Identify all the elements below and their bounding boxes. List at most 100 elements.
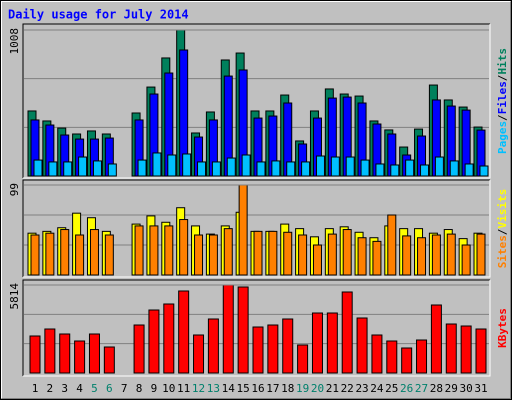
bar <box>134 225 144 276</box>
bar <box>88 333 100 374</box>
legend-entry: Sites <box>496 235 509 268</box>
bar <box>163 303 175 374</box>
x-tick-label: 17 <box>266 382 279 395</box>
plot-bevel <box>23 24 491 179</box>
legend-entry: Hits <box>496 48 509 75</box>
bar <box>89 229 99 276</box>
bar <box>59 333 71 374</box>
legend-entry: Pages <box>496 121 509 154</box>
x-tick-label: 26 <box>400 382 413 395</box>
bar <box>45 232 55 276</box>
bar <box>268 230 278 276</box>
x-tick-label: 30 <box>460 382 473 395</box>
y-tick-label: 99 <box>8 183 21 196</box>
x-tick-label: 7 <box>121 382 128 395</box>
y-tick-label: 1008 <box>8 28 21 55</box>
bar <box>434 156 444 177</box>
legend-separator: / <box>496 75 509 82</box>
plot-bevel <box>22 23 490 178</box>
bar <box>341 291 353 374</box>
x-tick-label: 10 <box>162 382 175 395</box>
x-tick-label: 28 <box>430 382 443 395</box>
bar <box>193 334 205 374</box>
bar <box>152 152 162 177</box>
x-tick-label: 25 <box>385 382 398 395</box>
x-tick-label: 23 <box>355 382 368 395</box>
x-tick-label: 11 <box>177 382 190 395</box>
bar <box>226 157 236 177</box>
bar <box>30 234 40 276</box>
bar <box>179 219 189 276</box>
bar <box>387 214 397 276</box>
bar <box>256 161 266 177</box>
bar <box>222 284 234 374</box>
bar <box>208 234 218 276</box>
bar <box>420 164 430 177</box>
x-tick-label: 12 <box>192 382 205 395</box>
plot-bevel <box>23 280 491 377</box>
x-tick-label: 5 <box>91 382 98 395</box>
y-tick-label: 5814 <box>8 283 21 310</box>
bar <box>271 160 281 177</box>
bar <box>149 225 159 276</box>
bar <box>342 229 352 276</box>
x-tick-label: 19 <box>296 382 309 395</box>
legend: Sites/Visits <box>496 189 509 269</box>
bar <box>475 328 487 374</box>
bar <box>461 244 471 276</box>
bar <box>431 234 441 276</box>
legend: KBytes <box>496 308 509 348</box>
bar <box>386 340 398 374</box>
bar <box>207 318 219 374</box>
x-tick-label: 15 <box>237 382 250 395</box>
bar <box>286 161 296 177</box>
bar <box>464 163 474 177</box>
bar <box>137 159 147 177</box>
bar <box>371 334 383 374</box>
bar <box>211 161 221 177</box>
bar <box>375 163 385 177</box>
bar <box>311 312 323 374</box>
bar <box>182 153 192 177</box>
bar <box>446 233 456 276</box>
bar <box>197 161 207 177</box>
x-tick-label: 13 <box>207 382 220 395</box>
bar <box>460 325 472 374</box>
bar <box>283 231 293 276</box>
x-tick-label: 20 <box>311 382 324 395</box>
bar <box>237 286 249 374</box>
bar <box>330 156 340 177</box>
bar <box>416 339 428 374</box>
bar <box>48 161 58 177</box>
x-tick-label: 29 <box>445 382 458 395</box>
bar <box>223 228 233 276</box>
bar <box>445 323 457 374</box>
bar <box>252 326 264 374</box>
bar <box>167 154 177 177</box>
chart-title: Daily usage for July 2014 <box>8 8 189 22</box>
x-tick-label: 31 <box>474 382 487 395</box>
bar <box>401 347 413 374</box>
bar <box>267 324 279 374</box>
bar <box>357 237 367 276</box>
bar <box>298 234 308 276</box>
bar <box>253 230 263 276</box>
bar <box>297 344 309 374</box>
bar <box>430 304 442 374</box>
bar <box>372 240 382 276</box>
bar <box>107 163 117 177</box>
legend-separator: / <box>496 114 509 121</box>
bar <box>148 309 160 374</box>
x-tick-label: 18 <box>281 382 294 395</box>
x-tick-label: 14 <box>222 382 236 395</box>
x-tick-label: 22 <box>341 382 354 395</box>
bar <box>476 233 486 276</box>
legend: Pages/Files/Hits <box>496 48 509 154</box>
bar <box>282 318 294 374</box>
bar <box>63 161 73 177</box>
bar <box>327 233 337 276</box>
